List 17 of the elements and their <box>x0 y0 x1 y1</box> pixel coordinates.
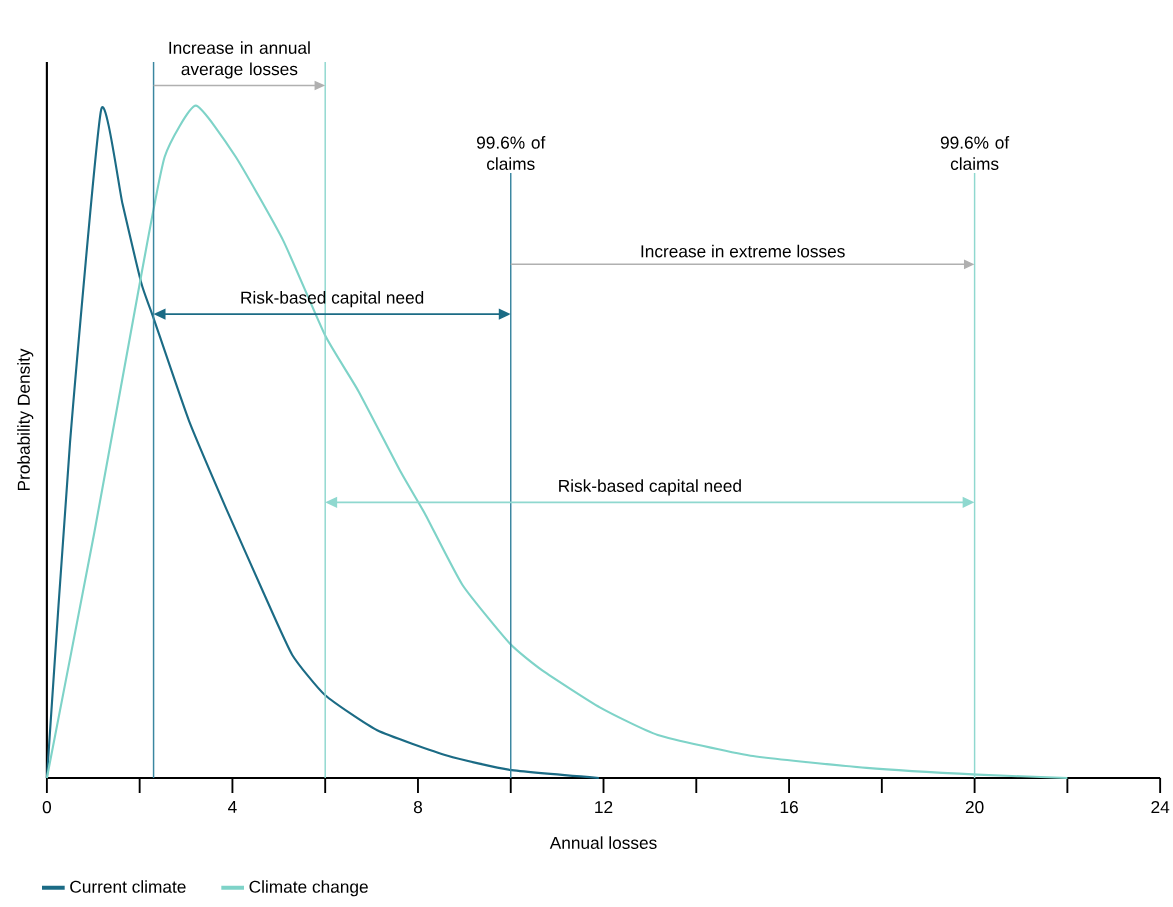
x-tick-label: 24 <box>1151 801 1170 814</box>
x-tick-label: 0 <box>42 801 52 814</box>
annotation: Risk-based capital need <box>559 479 741 496</box>
ref-line-label: 99.6% of claims <box>940 136 1010 171</box>
x-tick-label: 16 <box>780 801 798 814</box>
ref-line-label: 99.6% of claims <box>476 136 546 171</box>
x-axis-title: Annual losses <box>549 836 657 850</box>
x-tick-label: 20 <box>965 801 984 814</box>
x-tick-label: 8 <box>413 801 423 814</box>
legend-label: Current climate <box>70 880 186 893</box>
annotation: Risk-based capital need <box>241 291 424 308</box>
legend-label: Climate change <box>249 880 368 897</box>
annotation: Increase in extreme losses <box>641 244 845 258</box>
text: Increase in annual average losses <box>169 41 310 79</box>
x-tick-label: 4 <box>228 801 237 813</box>
x-tick-label: 12 <box>595 801 613 814</box>
y-axis-title: Probability Density <box>17 348 34 491</box>
